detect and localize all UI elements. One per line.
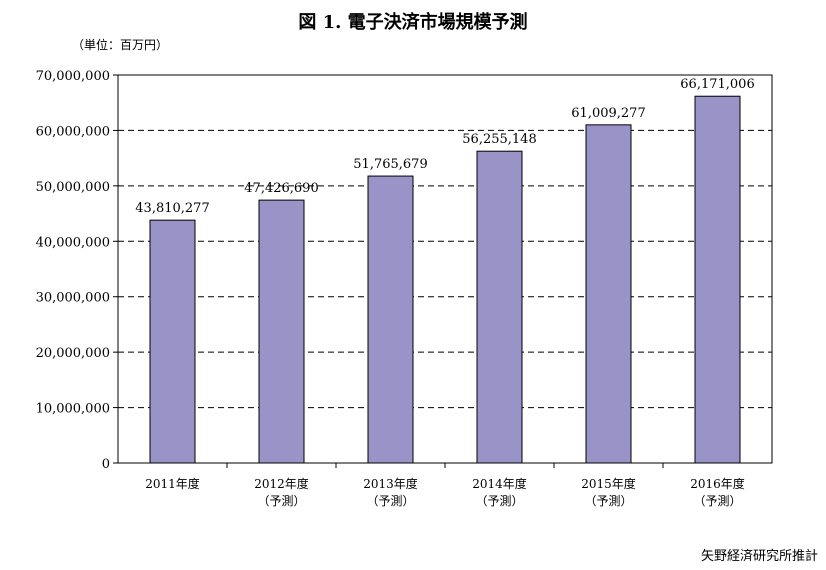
x-tick-label: 2012年度 — [254, 476, 309, 491]
x-tick-label: （予測） — [693, 494, 741, 508]
bar-value-label: 56,255,148 — [462, 132, 536, 147]
x-tick-label: 2015年度 — [581, 476, 636, 491]
y-tick-label: 40,000,000 — [36, 235, 110, 250]
bar — [149, 219, 196, 464]
x-tick-label: （予測） — [257, 494, 305, 508]
y-tick-label: 0 — [102, 457, 110, 472]
bar-value-label: 61,009,277 — [571, 106, 645, 121]
y-tick-label: 60,000,000 — [36, 124, 110, 139]
x-tick-label: 2011年度 — [145, 476, 200, 491]
bar-value-label: 51,765,679 — [353, 157, 427, 172]
chart-title: 図 1. 電子決済市場規模予測 — [298, 12, 528, 33]
y-tick-label: 30,000,000 — [36, 291, 110, 306]
x-tick-label: 2014年度 — [472, 476, 527, 491]
bar — [585, 124, 632, 464]
bar-value-label: 66,171,006 — [680, 77, 754, 92]
x-tick-label: 2016年度 — [690, 476, 745, 491]
x-tick-label: （予測） — [475, 494, 523, 508]
x-tick-label: 2013年度 — [363, 476, 418, 491]
bar — [476, 150, 523, 464]
y-tick-label: 50,000,000 — [36, 180, 110, 195]
y-tick-label: 70,000,000 — [36, 69, 110, 84]
unit-label: （単位：百万円） — [72, 38, 169, 52]
bar-value-label: 47,426,690 — [244, 181, 318, 196]
source-note: 矢野経済研究所推計 — [700, 549, 818, 564]
bar-value-label: 43,810,277 — [135, 201, 209, 216]
bar — [367, 175, 414, 464]
bar — [258, 199, 305, 464]
bar — [694, 95, 741, 464]
x-tick-label: （予測） — [584, 494, 632, 508]
plot-area-border — [117, 74, 773, 464]
y-tick-label: 10,000,000 — [36, 402, 110, 417]
y-tick-label: 20,000,000 — [36, 346, 110, 361]
x-tick-label: （予測） — [366, 494, 414, 508]
